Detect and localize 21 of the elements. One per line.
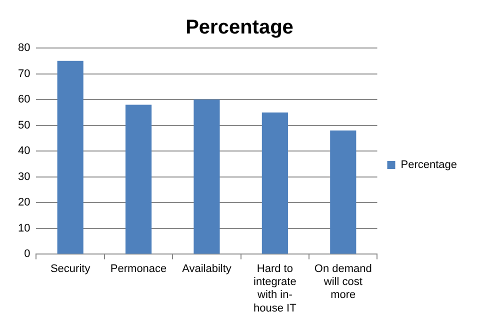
y-tick-label: 0 [24, 248, 30, 260]
y-tick-label: 40 [18, 145, 30, 158]
chart-title: Percentage [186, 16, 294, 39]
y-tick-label: 80 [18, 42, 30, 54]
x-tick-label: Security [50, 262, 91, 275]
y-tick-label: 10 [18, 222, 30, 234]
x-tick-label: Hard to integrate with in-house IT [254, 262, 297, 314]
bar [330, 130, 356, 254]
bar [194, 100, 220, 254]
bar [125, 104, 152, 254]
y-tick-label: 50 [18, 119, 30, 132]
x-tick-label: Availabilty [182, 262, 232, 275]
bar [262, 112, 288, 254]
x-tick-label: On demand will cost more [314, 262, 372, 302]
bar [57, 60, 84, 254]
y-tick-label: 60 [18, 94, 30, 106]
y-tick-label: 70 [18, 68, 30, 80]
y-tick-label: 20 [18, 196, 30, 209]
x-tick-label: Permonace [110, 262, 167, 275]
y-tick-label: 30 [18, 170, 30, 183]
legend-label: Percentage [400, 159, 458, 172]
